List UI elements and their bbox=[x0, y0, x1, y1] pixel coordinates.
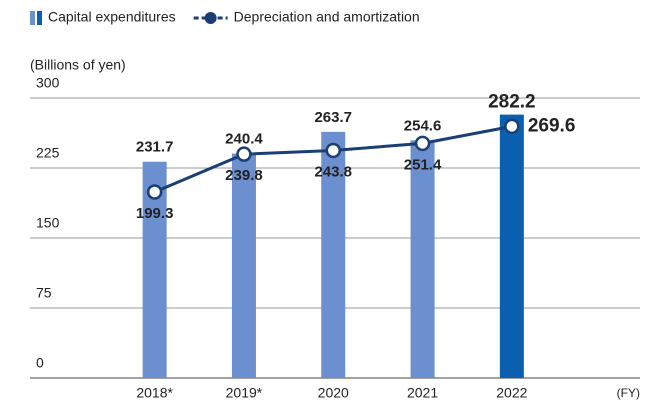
bar bbox=[231, 153, 256, 378]
legend-label: Depreciation and amortization bbox=[234, 9, 420, 25]
legend-swatch bbox=[204, 12, 217, 24]
bar-value-label: 263.7 bbox=[314, 109, 352, 126]
bar-value-label: 231.7 bbox=[136, 139, 174, 156]
y-tick-label: 300 bbox=[36, 75, 60, 91]
x-axis-label: (FY) bbox=[617, 386, 640, 400]
legend-label: Capital expenditures bbox=[48, 9, 176, 25]
line-value-label: 243.8 bbox=[314, 163, 352, 180]
line-point bbox=[146, 184, 163, 200]
line-value-label: 199.3 bbox=[136, 205, 174, 222]
bar bbox=[499, 114, 524, 378]
line-point bbox=[325, 142, 341, 159]
y-tick-label: 150 bbox=[36, 215, 60, 231]
x-tick-label: 2020 bbox=[318, 385, 349, 401]
y-tick-label: 0 bbox=[36, 355, 44, 371]
legend-swatch bbox=[37, 11, 42, 25]
line-value-label: 251.4 bbox=[404, 156, 442, 173]
bar bbox=[321, 131, 346, 378]
line-point bbox=[414, 135, 431, 152]
y-tick-label: 225 bbox=[36, 145, 60, 161]
bar bbox=[410, 140, 435, 378]
legend-swatch bbox=[30, 11, 35, 25]
line-point bbox=[236, 146, 252, 162]
x-tick-label: 2021 bbox=[407, 385, 438, 401]
bar-value-label: 240.4 bbox=[225, 131, 263, 148]
line-value-label: 239.8 bbox=[225, 167, 263, 184]
x-tick-label: 2019* bbox=[226, 385, 263, 401]
line-value-label: 269.6 bbox=[528, 115, 576, 136]
bar-value-label: 282.2 bbox=[488, 92, 536, 113]
x-tick-label: 2018* bbox=[136, 385, 173, 401]
bar-value-label: 254.6 bbox=[404, 117, 442, 134]
x-tick-label: 2022 bbox=[496, 385, 527, 401]
y-tick-label: 75 bbox=[36, 285, 52, 301]
y-axis-label: (Billions of yen) bbox=[30, 57, 126, 73]
line-point bbox=[504, 118, 520, 135]
